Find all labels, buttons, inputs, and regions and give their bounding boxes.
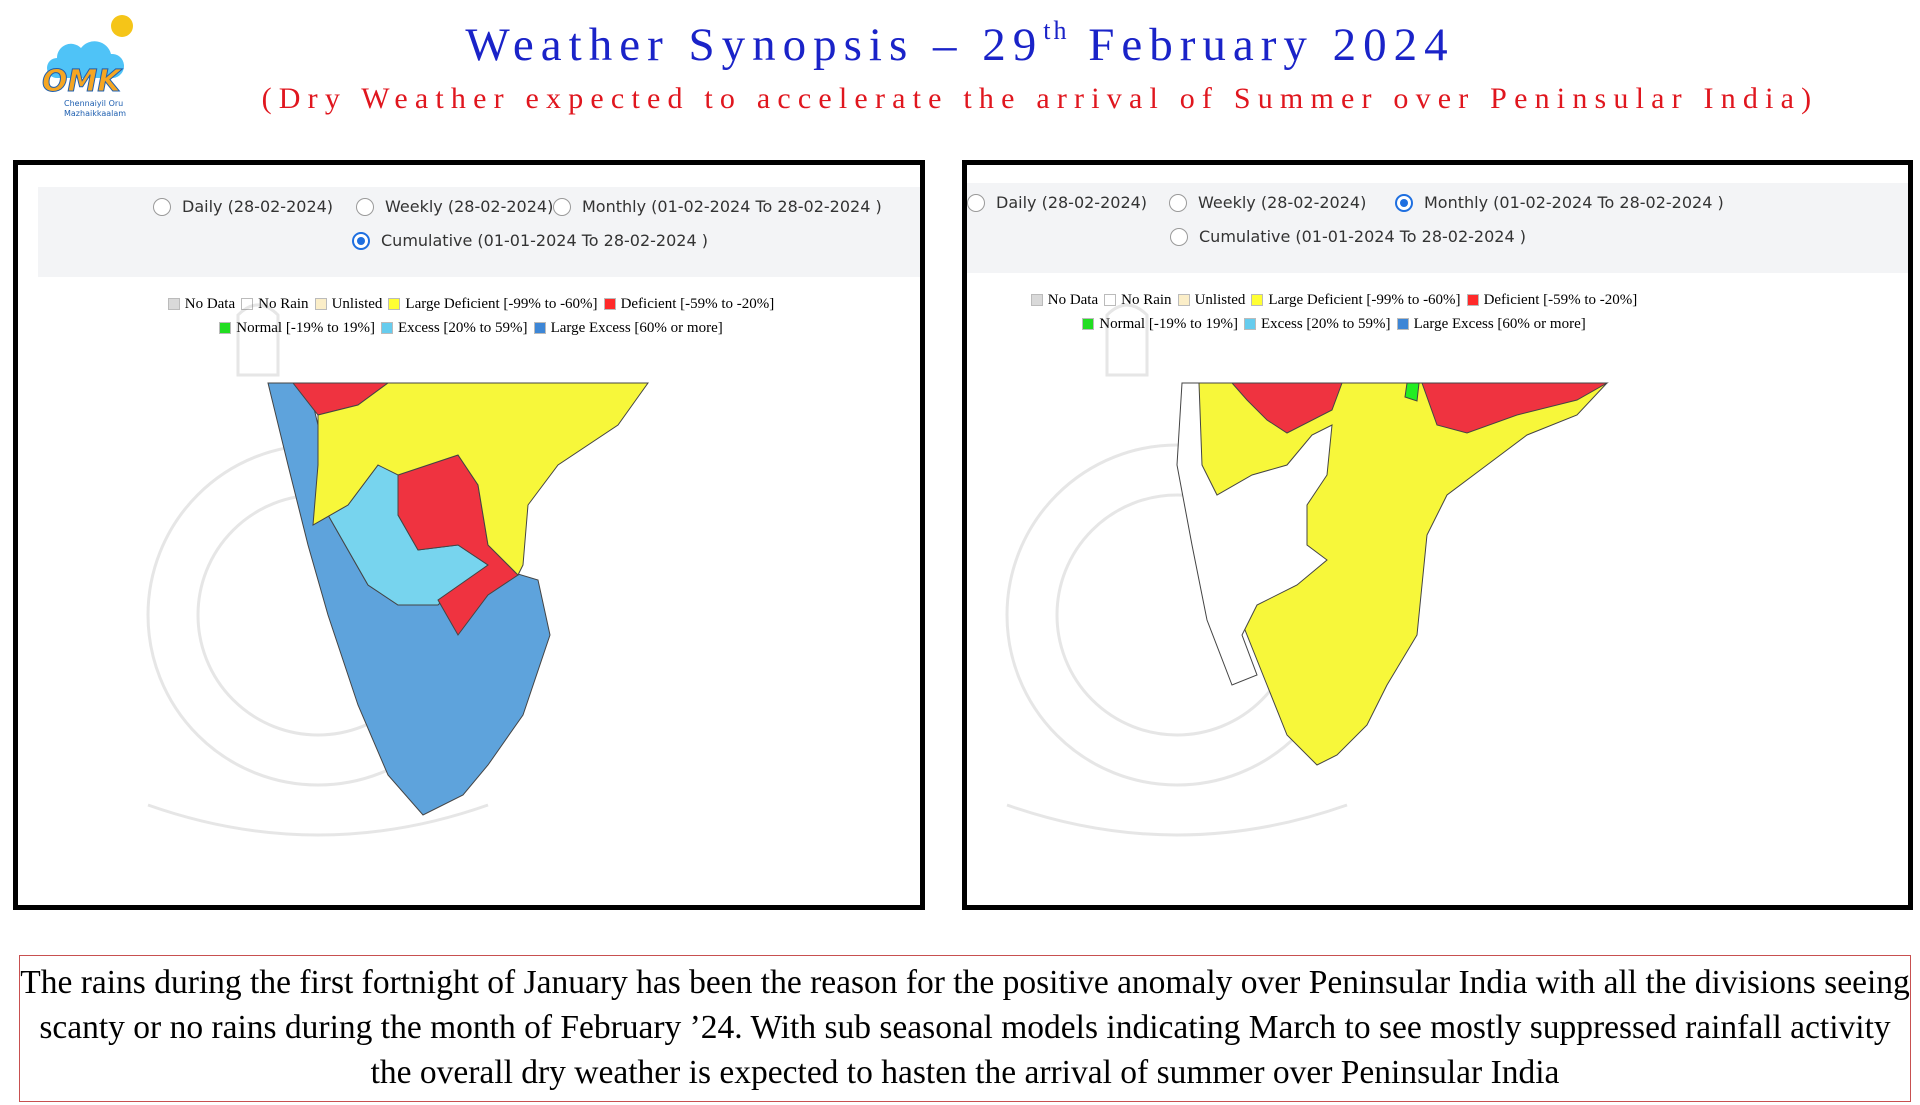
legend-excess: Excess [20% to 59%] bbox=[1244, 312, 1391, 336]
radio-button-selected[interactable] bbox=[1395, 193, 1413, 212]
title-prefix: Weather Synopsis – 29 bbox=[465, 19, 1044, 71]
summary-note: The rains during the first fortnight of … bbox=[19, 955, 1911, 1102]
legend-excess: Excess [20% to 59%] bbox=[381, 316, 528, 340]
omk-logo: OMK Chennaiyil Oru Mazhaikkaalam bbox=[36, 15, 133, 122]
radio-option-cumulative[interactable]: Cumulative (01-01-2024 To 28-02-2024 ) bbox=[352, 231, 708, 250]
legend-large-excess: Large Excess [60% or more] bbox=[1396, 312, 1586, 336]
radio-label: Monthly (01-02-2024 To 28-02-2024 ) bbox=[582, 197, 882, 216]
region-deficient-east bbox=[1421, 382, 1609, 434]
period-selector: Daily (28-02-2024) Weekly (28-02-2024) M… bbox=[38, 187, 920, 277]
radio-label: Daily (28-02-2024) bbox=[182, 197, 334, 216]
page-title: Weather Synopsis – 29th February 2024 bbox=[0, 18, 1920, 71]
radio-button[interactable] bbox=[356, 197, 374, 216]
logo-cloud bbox=[47, 41, 125, 78]
logo-sun bbox=[111, 15, 133, 37]
radio-option-monthly[interactable]: Monthly (01-02-2024 To 28-02-2024 ) bbox=[1395, 193, 1724, 212]
legend-no-rain: No Rain bbox=[241, 292, 309, 316]
radio-label: Cumulative (01-01-2024 To 28-02-2024 ) bbox=[381, 231, 708, 250]
radio-option-monthly[interactable]: Monthly (01-02-2024 To 28-02-2024 ) bbox=[553, 197, 882, 216]
radio-button[interactable] bbox=[153, 197, 171, 216]
radio-label: Cumulative (01-01-2024 To 28-02-2024 ) bbox=[1199, 227, 1526, 246]
rainfall-map-monthly bbox=[1005, 303, 1609, 837]
radio-button-selected[interactable] bbox=[352, 231, 370, 250]
legend-no-data: No Data bbox=[167, 292, 235, 316]
rainfall-map-cumulative bbox=[146, 303, 649, 837]
map-panel-monthly: Daily (28-02-2024) Weekly (28-02-2024) M… bbox=[962, 160, 1913, 910]
radio-label: Weekly (28-02-2024) bbox=[1198, 193, 1367, 212]
radio-label: Weekly (28-02-2024) bbox=[385, 197, 554, 216]
logo-line2: Mazhaikkaalam bbox=[64, 109, 126, 118]
radio-option-daily[interactable]: Daily (28-02-2024) bbox=[967, 193, 1147, 212]
radio-label: Monthly (01-02-2024 To 28-02-2024 ) bbox=[1424, 193, 1724, 212]
radio-button[interactable] bbox=[967, 193, 985, 212]
legend: No Data No Rain Unlisted Large Deficient… bbox=[967, 288, 1707, 336]
legend-normal: Normal [-19% to 19%] bbox=[219, 316, 375, 340]
legend-row-1: No Data No Rain Unlisted Large Deficient… bbox=[18, 292, 920, 316]
radio-option-daily[interactable]: Daily (28-02-2024) bbox=[153, 197, 333, 216]
legend: No Data No Rain Unlisted Large Deficient… bbox=[18, 292, 920, 340]
page-subtitle: (Dry Weather expected to accelerate the … bbox=[261, 82, 1819, 115]
legend-normal: Normal [-19% to 19%] bbox=[1082, 312, 1238, 336]
legend-row-2: Normal [-19% to 19%] Excess [20% to 59%]… bbox=[967, 312, 1707, 336]
legend-deficient: Deficient [-59% to -20%] bbox=[1466, 288, 1637, 312]
region-normal bbox=[1404, 382, 1420, 402]
radio-option-weekly[interactable]: Weekly (28-02-2024) bbox=[1169, 193, 1366, 212]
legend-unlisted: Unlisted bbox=[314, 292, 382, 316]
logo-line1: Chennaiyil Oru bbox=[64, 99, 123, 108]
legend-large-excess: Large Excess [60% or more] bbox=[533, 316, 723, 340]
radio-button[interactable] bbox=[1170, 227, 1188, 246]
legend-large-deficient: Large Deficient [-99% to -60%] bbox=[388, 292, 598, 316]
title-sup: th bbox=[1043, 16, 1070, 46]
region-large-deficient bbox=[312, 382, 649, 576]
radio-label: Daily (28-02-2024) bbox=[996, 193, 1148, 212]
radio-button[interactable] bbox=[553, 197, 571, 216]
radio-button[interactable] bbox=[1169, 193, 1187, 212]
logo-text: OMK bbox=[42, 64, 123, 99]
legend-large-deficient: Large Deficient [-99% to -60%] bbox=[1251, 288, 1461, 312]
legend-row-2: Normal [-19% to 19%] Excess [20% to 59%]… bbox=[18, 316, 920, 340]
period-selector: Daily (28-02-2024) Weekly (28-02-2024) M… bbox=[967, 183, 1908, 273]
region-no-rain bbox=[1176, 382, 1333, 686]
region-deficient-north bbox=[1230, 382, 1343, 434]
radio-option-cumulative[interactable]: Cumulative (01-01-2024 To 28-02-2024 ) bbox=[1170, 227, 1526, 246]
legend-deficient: Deficient [-59% to -20%] bbox=[603, 292, 774, 316]
radio-option-weekly[interactable]: Weekly (28-02-2024) bbox=[356, 197, 553, 216]
legend-unlisted: Unlisted bbox=[1177, 288, 1245, 312]
legend-no-rain: No Rain bbox=[1104, 288, 1172, 312]
legend-row-1: No Data No Rain Unlisted Large Deficient… bbox=[967, 288, 1707, 312]
legend-no-data: No Data bbox=[1030, 288, 1098, 312]
title-suffix: February 2024 bbox=[1069, 19, 1455, 71]
map-panel-cumulative: Daily (28-02-2024) Weekly (28-02-2024) M… bbox=[13, 160, 925, 910]
